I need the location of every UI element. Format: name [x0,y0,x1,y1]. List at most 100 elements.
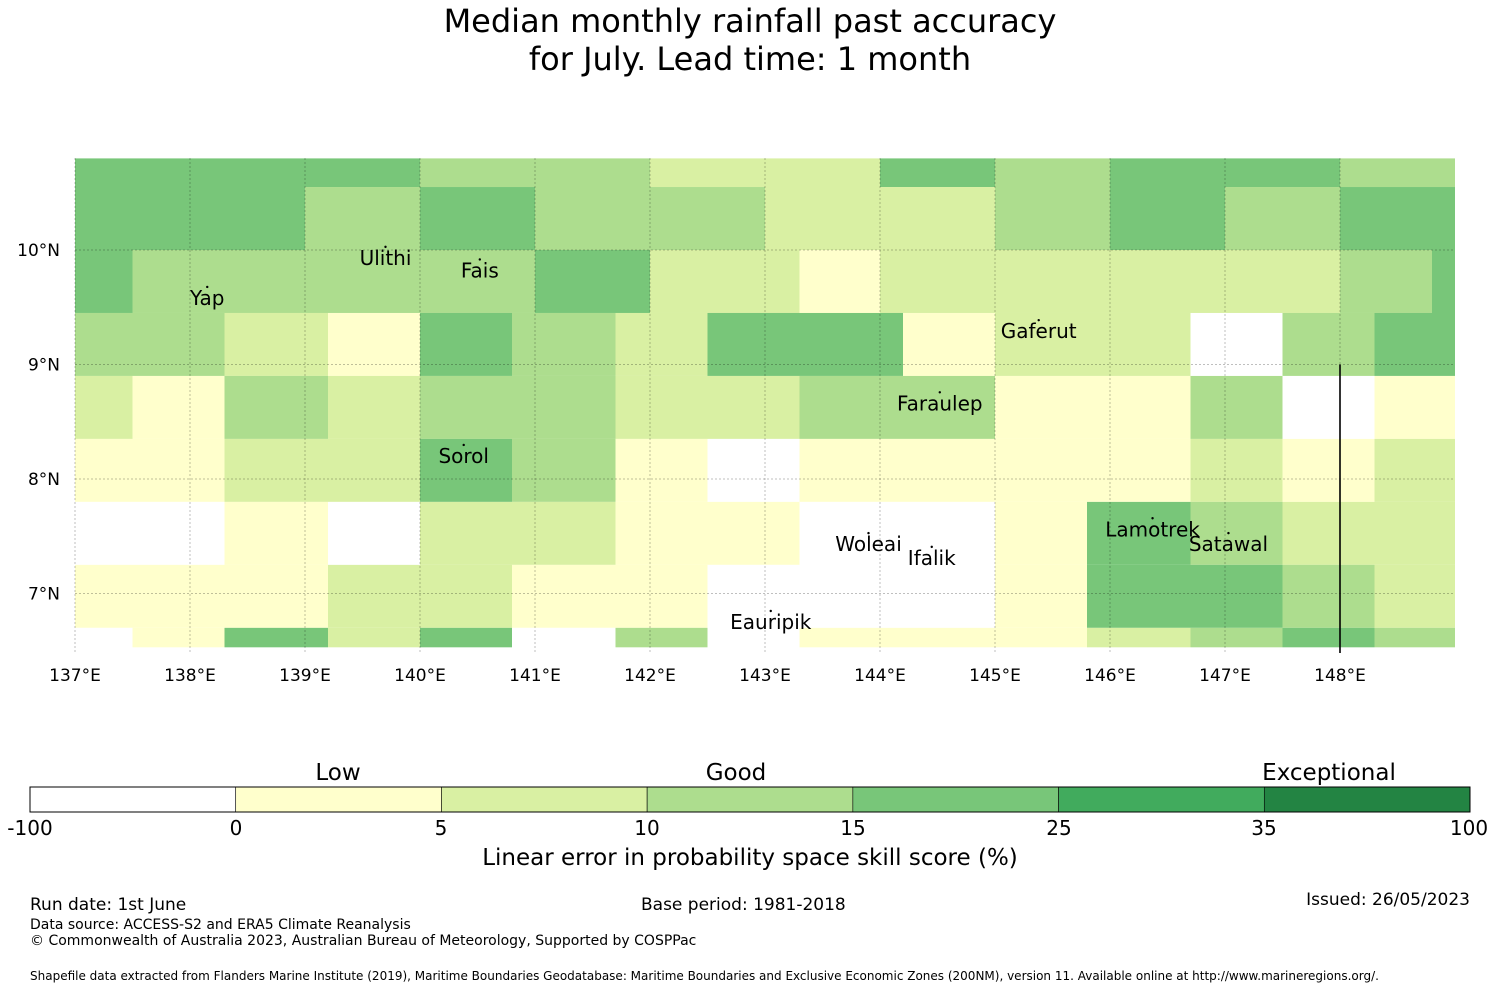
skill-cell [328,627,420,648]
skill-cell [190,158,305,250]
axis-tick-labels: 137°E 138°E 139°E 140°E 141°E 142°E 143°E 144°E… [17,241,1366,686]
skill-cell [880,158,995,188]
colorbar-segment [1058,786,1265,813]
graticule [74,158,1455,653]
skill-cell [1190,438,1283,502]
skill-cell [1282,438,1375,502]
skill-cell [615,627,708,648]
skill-cell [1087,627,1191,648]
skill-cell [1190,375,1283,439]
skill-cell [1087,501,1191,565]
skill-cell [615,375,800,439]
colorbar-segment [441,786,648,813]
island-marker [1227,531,1230,535]
longitude-tick-label: 145°E [969,666,1021,686]
skill-cell [420,627,512,648]
longitude-tick-label: 142°E [624,666,676,686]
longitude-tick-label: 137°E [49,666,101,686]
island-marker [867,531,870,535]
skill-cell [1282,564,1375,628]
skill-cell [707,438,800,502]
skill-cell [328,375,420,439]
latitude-tick-label: 9°N [28,356,60,376]
skill-cell [1190,501,1283,565]
skill-cell [420,158,535,188]
skill-cell [512,564,708,628]
skill-cell [328,564,512,628]
island-marker [930,545,933,549]
skill-cell [1340,187,1455,250]
skill-cell [420,187,535,250]
island-marker [462,443,465,447]
skill-cell [512,438,616,502]
skill-cell [535,158,650,250]
skill-cell [132,375,225,439]
skill-cell [75,501,225,565]
colorbar-segment [852,786,1059,813]
skill-cell [650,187,765,250]
skill-cell [190,250,420,313]
colorbar-frame [29,786,1471,813]
run-date: Run date: 1st June [30,895,187,915]
skill-cell [1432,250,1455,313]
colorbar-tick: 10 [634,816,660,840]
island-label: Yap [189,286,224,310]
colorbar-segment [1263,786,1471,813]
longitude-tick-label: 143°E [739,666,791,686]
issued-date: Issued: 26/05/2023 [1306,890,1470,910]
skill-cell [799,501,995,565]
skill-cell [75,627,133,648]
skill-cell [328,312,420,376]
island-label: Lamotrek [1105,517,1200,541]
skill-cell [880,250,1340,313]
skill-cell [512,312,616,376]
island-marker [1151,517,1154,520]
skill-cell [75,250,133,313]
skill-cell [75,312,225,376]
skill-cell [1225,158,1340,188]
skill-cell [132,627,225,648]
skill-cell [132,250,190,313]
latitude-tick-label: 7°N [28,585,60,605]
colorbar-category-exceptional: Exceptional [1262,760,1396,786]
skill-cell [995,501,1087,565]
colorbar-axis-label: Linear error in probability space skill … [482,845,1018,871]
longitude-tick-label: 139°E [279,666,331,686]
island-marker [769,609,772,613]
skill-cell [224,438,420,502]
skill-cell [799,438,1191,502]
latitude-tick-label: 8°N [28,470,60,490]
skill-cell [1374,312,1455,376]
skill-cell [1190,312,1283,376]
skill-cell [420,312,512,376]
island-markers: Yap Ulithi Fais Gaferut Faraulep Sorol WoleaiI… [189,245,1268,634]
skill-cell [420,375,616,439]
skill-cell [328,501,420,565]
colorbar-segment [235,786,442,813]
skill-cell [420,438,512,502]
skill-cell [1282,501,1455,565]
island-label: Ifalik [908,546,956,570]
longitude-tick-label: 146°E [1084,666,1136,686]
colorbar-segment [646,786,854,813]
skill-cell [1282,312,1375,376]
colorbar-tick: -100 [7,816,53,840]
colorbar-tick: 15 [840,816,866,840]
island-label: Eauripik [730,610,812,634]
colorbar-tick: 35 [1251,816,1277,840]
colorbar-tick: 25 [1046,816,1072,840]
skill-cell [995,312,1191,376]
island-marker [478,258,481,261]
skill-cell [615,501,800,565]
skill-cell [75,438,225,502]
skill-cell [650,250,800,313]
shapefile-attribution: Shapefile data extracted from Flanders M… [30,969,1379,983]
skill-cell [1282,627,1375,648]
skill-cell [224,312,328,376]
colorbar-tick: 0 [229,816,243,840]
skill-cell [995,158,1110,250]
skill-cell [75,158,190,250]
skill-cell [75,375,133,439]
island-label: Gaferut [1001,319,1077,343]
